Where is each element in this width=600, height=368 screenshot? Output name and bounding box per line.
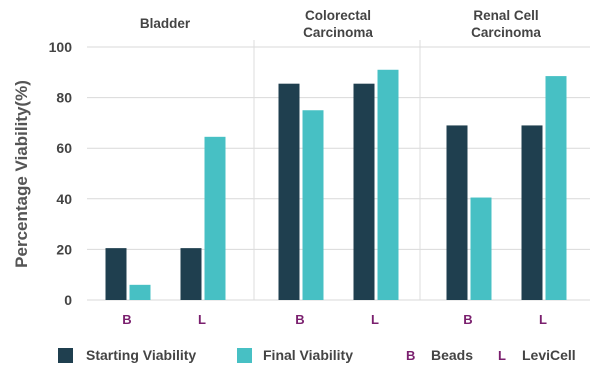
group-titles: Bladder Colorectal Carcinoma Renal Cell Carc…: [140, 8, 542, 40]
bar-starting-viability: [353, 83, 375, 300]
y-tick-label: 100: [49, 39, 73, 55]
legend-swatch: [58, 348, 73, 363]
category-label: B: [463, 312, 472, 327]
bar-starting-viability: [521, 125, 543, 301]
bar-final-viability: [377, 69, 399, 301]
bar-final-viability: [545, 76, 567, 300]
grid-lines: [87, 46, 590, 301]
category-label: L: [371, 312, 379, 327]
bar-final-viability: [470, 197, 492, 300]
bar-final-viability: [302, 110, 324, 300]
group-title: Carcinoma: [303, 25, 373, 40]
y-axis-label: Percentage Viability(%): [12, 80, 31, 268]
legend-abbrev-text: LeviCell: [522, 347, 576, 363]
bar-final-viability: [204, 136, 226, 300]
group-title: Renal Cell: [473, 8, 538, 23]
legend: Starting Viability Final Viability B Beads L…: [58, 347, 576, 363]
legend-abbrev-letter: B: [406, 348, 415, 363]
y-tick-label: 20: [56, 241, 72, 257]
y-tick-label: 0: [64, 292, 72, 308]
legend-label: Final Viability: [263, 347, 353, 363]
bar-starting-viability: [278, 83, 300, 300]
legend-abbrev-text: Beads: [431, 347, 473, 363]
category-label: B: [295, 312, 304, 327]
group-title: Bladder: [140, 16, 191, 31]
y-tick-label: 80: [56, 90, 72, 106]
group-title: Carcinoma: [471, 25, 541, 40]
group-title: Colorectal: [305, 8, 371, 23]
bars: [105, 69, 567, 301]
bar-starting-viability: [446, 125, 468, 301]
bar-starting-viability: [105, 248, 127, 300]
category-label: L: [198, 312, 206, 327]
bar-starting-viability: [180, 248, 202, 300]
group-dividers: [253, 40, 421, 300]
legend-swatch: [237, 348, 252, 363]
category-label: L: [539, 312, 547, 327]
y-tick-label: 40: [56, 191, 72, 207]
legend-abbrev-letter: L: [498, 348, 506, 363]
category-label: B: [122, 312, 131, 327]
bar-final-viability: [129, 284, 151, 300]
legend-label: Starting Viability: [86, 347, 196, 363]
y-tick-label: 60: [56, 140, 72, 156]
y-axis-ticks: 0 20 40 60 80 100: [49, 39, 73, 308]
